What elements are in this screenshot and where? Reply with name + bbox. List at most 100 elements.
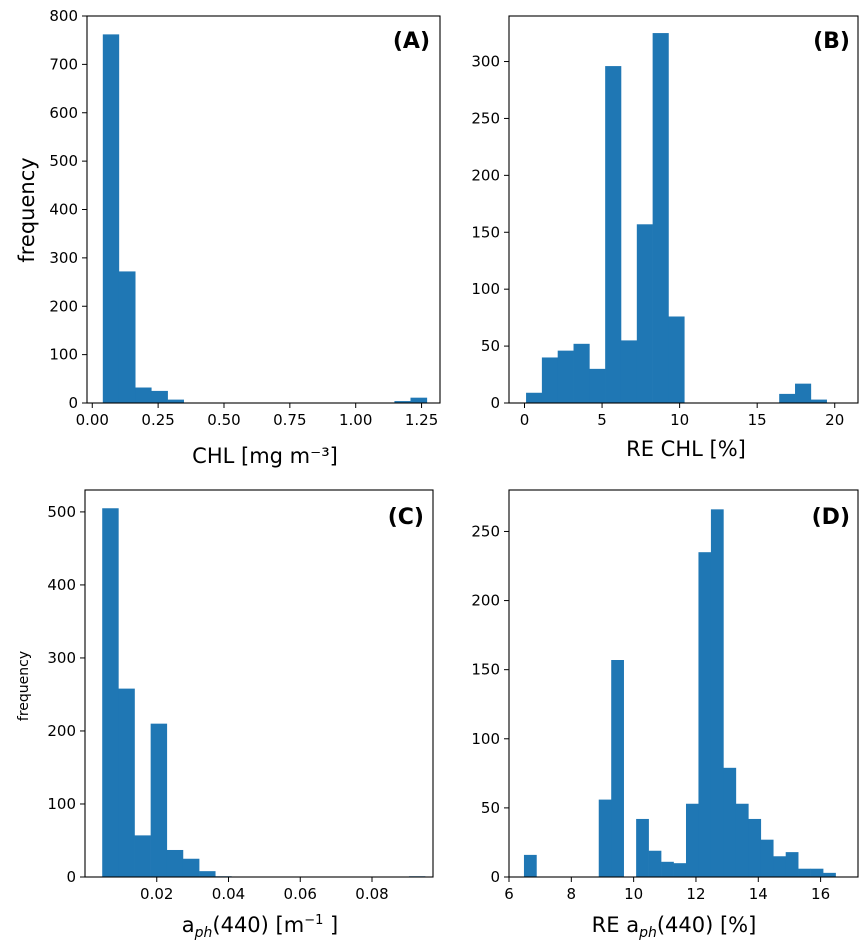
panel-d-bar <box>685 803 699 877</box>
panel-d-xtick-label: 14 <box>749 885 768 903</box>
panel-c-frame <box>84 489 434 878</box>
panel-d-xlabel: RE aph(440) [%] <box>592 913 757 941</box>
panel-d-bar <box>648 850 662 877</box>
panel-c-bar <box>166 849 184 877</box>
panel-c-xtick-label: 0.02 <box>140 885 173 903</box>
panel-d-tag: (D) <box>812 505 850 530</box>
panel-c-ylabel: frequency <box>16 651 32 721</box>
panel-d-bar <box>611 660 624 877</box>
panel-b-bar <box>652 33 669 404</box>
panel-d-xtick-label: 8 <box>567 885 577 903</box>
panel-c-tag: (C) <box>388 505 424 530</box>
panel-a-ytick-label: 800 <box>49 7 78 25</box>
panel-b-bar <box>620 340 638 403</box>
panel-a-xtick-label: 0.75 <box>273 411 306 429</box>
panel-c-xtick-label: 0.04 <box>212 885 245 903</box>
panel-d-bar <box>598 799 612 877</box>
panel-a-xtick-label: 0.00 <box>76 411 109 429</box>
panel-b-bar <box>636 224 653 403</box>
panel-b-bar <box>795 383 812 403</box>
panel-d-ytick-label: 150 <box>471 661 500 679</box>
panel-d-xtick-label: 12 <box>686 885 705 903</box>
panel-b-bar <box>589 368 606 403</box>
panel-d-ytick-label: 250 <box>471 522 500 540</box>
panel-d-bar <box>673 863 687 877</box>
panel-d-bar <box>785 852 799 877</box>
panel-c-ytick-label: 200 <box>47 722 76 740</box>
panel-d-bar <box>523 854 537 877</box>
panel-b-bar <box>573 343 590 403</box>
panel-c: frequency aph(440) [m−1 ] (C) 0.02 0.04 0.… <box>16 489 434 941</box>
panel-a-bar <box>167 399 184 403</box>
panel-c-xlabel: aph(440) [m−1 ] <box>182 913 338 941</box>
panel-c-xtick-label: 0.06 <box>284 885 317 903</box>
panel-a-ytick-label: 0 <box>68 394 78 412</box>
panel-c-bar <box>150 723 168 877</box>
panel-d-bar <box>636 818 649 877</box>
panel-b-bar <box>605 66 622 404</box>
panel-d-bar <box>748 818 762 877</box>
panel-d-xtick-label: 10 <box>624 885 643 903</box>
panel-b-bar <box>668 316 685 403</box>
panel-c-ytick-label: 500 <box>47 503 76 521</box>
panel-c-ytick-label: 100 <box>47 795 76 813</box>
panel-b-xtick-label: 20 <box>825 411 844 429</box>
panel-d-bar <box>710 509 724 877</box>
panel-b-bar <box>810 399 827 403</box>
panel-b-frame <box>508 15 859 404</box>
panel-b: RE CHL [%] (B) 0 5 10 15 2005010015020025030… <box>471 15 859 461</box>
panel-c-ytick-label: 0 <box>66 868 76 886</box>
panel-c-xtick-label: 0.08 <box>355 885 388 903</box>
panel-b-ytick-label: 100 <box>471 280 500 298</box>
panel-a: frequency CHL [mg m⁻³] (A) 0.00 0.25 0.50 0… <box>15 7 441 468</box>
panel-a-xtick-label: 1.25 <box>405 411 438 429</box>
panel-b-xtick-label: 0 <box>520 411 530 429</box>
panel-a-ytick-label: 700 <box>49 55 78 73</box>
panel-a-bar <box>394 401 411 403</box>
panel-c-bar <box>102 508 119 877</box>
panel-b-bar <box>541 357 559 403</box>
panel-d-bar <box>773 856 787 877</box>
panel-c-bar <box>199 871 216 877</box>
panel-b-bar <box>557 350 574 403</box>
panel-b-xtick-label: 5 <box>597 411 607 429</box>
panel-a-ylabel: frequency <box>15 157 39 262</box>
panel-b-bar <box>779 393 796 403</box>
panel-a-bar <box>102 34 120 403</box>
panel-d-frame <box>508 489 859 878</box>
panel-b-tag: (B) <box>813 29 850 54</box>
panel-a-ytick-label: 500 <box>49 152 78 170</box>
panel-d-xtick-label: 6 <box>504 885 514 903</box>
panel-d-bar <box>698 552 712 877</box>
panel-a-bar <box>151 390 168 403</box>
panel-d-bar <box>661 861 674 877</box>
panel-d-ytick-label: 50 <box>481 799 500 817</box>
panel-b-ytick-label: 0 <box>490 394 500 412</box>
panel-c-ytick-label: 300 <box>47 649 76 667</box>
panel-a-ytick-label: 400 <box>49 201 78 219</box>
panel-d-bar <box>798 868 811 877</box>
panel-c-bar <box>118 688 135 877</box>
panel-d-ytick-label: 200 <box>471 592 500 610</box>
panel-a-xtick-label: 1.00 <box>339 411 372 429</box>
panel-a-bar <box>410 397 428 403</box>
panel-a-bar <box>118 271 136 403</box>
panel-d-ytick-label: 0 <box>490 868 500 886</box>
panel-b-xlabel: RE CHL [%] <box>626 437 746 461</box>
panel-a-ytick-label: 300 <box>49 249 78 267</box>
panel-b-xtick-label: 10 <box>670 411 689 429</box>
panel-b-ytick-label: 50 <box>481 337 500 355</box>
panel-a-frame <box>86 15 441 404</box>
panel-c-bar <box>134 835 151 877</box>
panel-a-xtick-label: 0.25 <box>141 411 174 429</box>
panel-d-ytick-label: 100 <box>471 730 500 748</box>
panel-a-ytick-label: 100 <box>49 346 78 364</box>
panel-a-xtick-label: 0.50 <box>207 411 240 429</box>
panel-d-xtick-label: 16 <box>811 885 830 903</box>
panel-c-ytick-label: 400 <box>47 576 76 594</box>
panel-c-bar <box>182 858 200 877</box>
panel-b-ytick-label: 300 <box>471 53 500 71</box>
panel-d: RE aph(440) [%] (D) 6 8 10 12 14 16 0 50 100 150 2… <box>471 489 859 941</box>
panel-a-tag: (A) <box>393 29 430 54</box>
